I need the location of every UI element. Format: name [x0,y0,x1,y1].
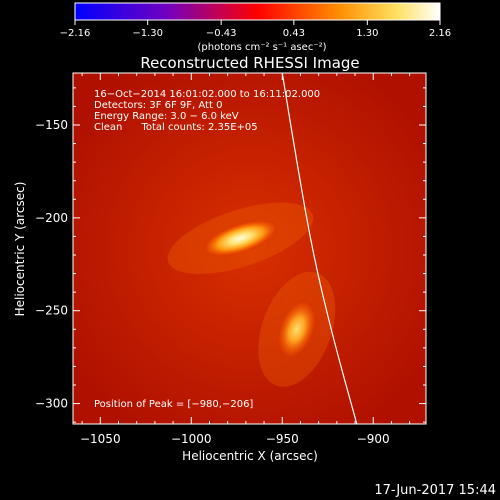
y-tick-label: −300 [35,397,68,411]
x-tick-label: −950 [266,432,299,446]
x-tick-label: −1000 [171,432,212,446]
y-tick-label: −200 [35,211,68,225]
colorbar-tick-label: −1.30 [132,28,163,39]
info-line-time: 16−Oct−2014 16:01:02.000 to 16:11:02.000 [94,89,320,100]
y-axis-label: Heliocentric Y (arcsec) [13,182,27,317]
info-line-detectors: Detectors: 3F 6F 9F, Att 0 [94,100,222,111]
solar-limb-curve [281,73,358,424]
peak-position-label: Position of Peak = [−980,−206] [94,399,253,410]
chart-title: Reconstructed RHESSI Image [140,54,359,72]
colorbar-ticks: −2.16 −1.30 −0.43 0.43 1.30 2.16 [60,20,451,39]
info-line-counts: Clean Total counts: 2.35E+05 [94,122,258,133]
x-axis-label: Heliocentric X (arcsec) [182,449,318,463]
colorbar-units: (photons cm⁻² s⁻¹ asec⁻²) [197,42,326,53]
source-blob [276,298,318,360]
colorbar-tick-label: 1.30 [356,28,378,39]
x-tick-label: −900 [357,432,390,446]
colorbar [74,2,441,21]
colorbar-tick-label: 2.16 [429,28,451,39]
colorbar-tick-label: −0.43 [206,28,237,39]
y-tick-label: −150 [35,118,68,132]
x-tick-label: −1050 [80,432,121,446]
axis-ticks: −1050 −1000 −950 −900 −150 −200 −250 −300 [35,73,426,446]
sources-layer [167,202,336,387]
y-tick-label: −250 [35,304,68,318]
footer-date: 17-Jun-2017 15:44 [374,483,496,498]
plot-frame [72,72,427,425]
info-text-block: 16−Oct−2014 16:01:02.000 to 16:11:02.000… [94,89,320,133]
source-blob [202,219,279,258]
info-line-energy: Energy Range: 3.0 − 6.0 keV [94,111,239,122]
colorbar-tick-label: −2.16 [60,28,91,39]
colorbar-tick-label: 0.43 [283,28,305,39]
